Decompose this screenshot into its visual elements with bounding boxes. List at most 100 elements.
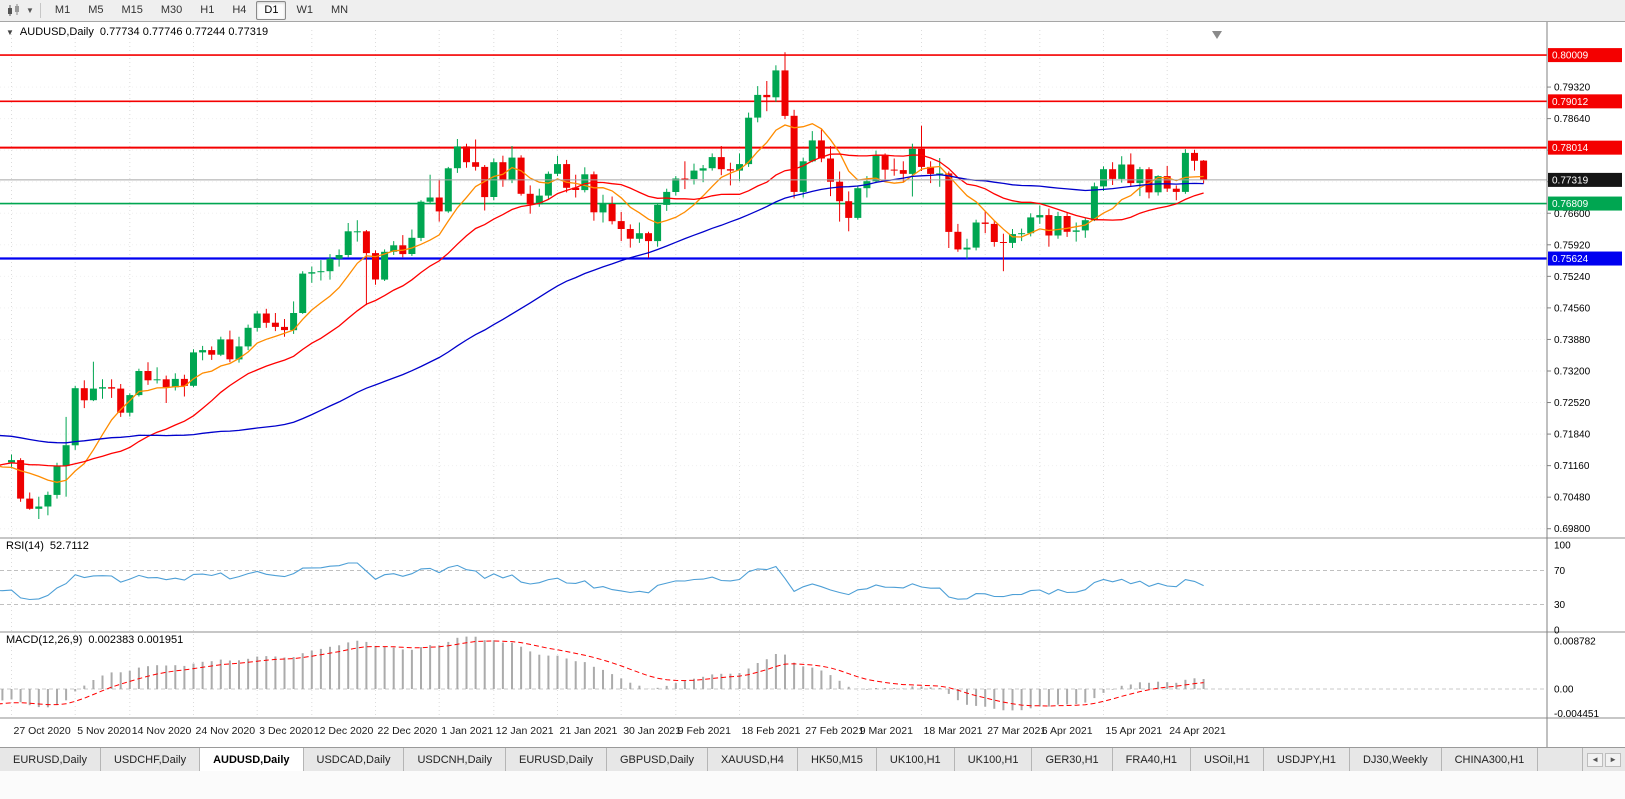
candle-body <box>326 258 334 272</box>
chart-tab-bar: EURUSD,Daily USDCHF,Daily AUDUSD,Daily USDC… <box>0 747 1625 771</box>
timeframe-button-m5[interactable]: M5 <box>88 4 104 16</box>
date-axis-label: 1 Jan 2021 <box>441 725 493 737</box>
chart-tab-eurusd-daily[interactable]: EURUSD,Daily <box>506 748 607 771</box>
chart-tab-gbpusd-daily[interactable]: GBPUSD,Daily <box>607 748 708 771</box>
candle-body <box>108 387 116 389</box>
price-axis-label: 0.71160 <box>1554 461 1590 472</box>
timeframe-button-d1[interactable]: D1 <box>256 1 287 20</box>
candle-body <box>290 313 298 331</box>
candle-body <box>89 388 97 401</box>
chart-tab-audusd-daily[interactable]: AUDUSD,Daily <box>200 748 304 771</box>
chart-tab-uk100-h1[interactable]: UK100,H1 <box>876 748 955 771</box>
chart-tab-hk50-m15[interactable]: HK50,M15 <box>797 748 877 771</box>
candle-body <box>608 204 616 222</box>
rsi-panel <box>0 562 1547 605</box>
candle-body <box>226 339 234 360</box>
chart-tab-china300-h1[interactable]: CHINA300,H1 <box>1441 748 1539 771</box>
timeframe-button-m15[interactable]: M15 <box>121 4 143 16</box>
timeframe-button-h4[interactable]: H4 <box>232 4 247 16</box>
candle-body <box>899 170 907 174</box>
candle-body <box>599 204 607 213</box>
candle-body <box>408 237 416 254</box>
chart-tab-dj30-weekly[interactable]: DJ30,Weekly <box>1349 748 1442 771</box>
timeframe-button-w1[interactable]: W1 <box>296 4 313 16</box>
candle-body <box>1036 215 1044 218</box>
price-chart-svg: 0.793200.786400.779600.772800.766000.759… <box>0 22 1625 747</box>
candle-body <box>881 155 889 170</box>
timeframe-button-h1[interactable]: H1 <box>200 4 215 16</box>
date-axis-label: 24 Nov 2020 <box>196 725 256 737</box>
chart-title: ▼ AUDUSD,Daily 0.77734 0.77746 0.77244 0… <box>6 26 268 38</box>
date-axis: 27 Oct 2020 5 Nov 2020 14 Nov 2020 24 Nov 2… <box>14 725 1226 737</box>
candle-body <box>171 378 179 388</box>
status-strip <box>0 771 1625 799</box>
candle-body <box>945 173 953 232</box>
chart-tab-usdcad-daily[interactable]: USDCAD,Daily <box>303 748 405 771</box>
candle-body <box>872 155 880 182</box>
candle-body <box>80 388 88 401</box>
candle-body <box>508 157 516 181</box>
candle-body <box>1027 217 1035 234</box>
symbol-dropdown-marker[interactable]: ▼ <box>6 27 14 37</box>
candle-body <box>1100 169 1107 187</box>
candle-body <box>372 253 379 280</box>
date-axis-label: 18 Feb 2021 <box>742 725 801 737</box>
candle-body <box>563 164 571 188</box>
candle-body <box>936 173 944 175</box>
chart-tab-usoil-h1[interactable]: USOil,H1 <box>1191 748 1264 771</box>
rsi-value: 52.7112 <box>49 540 89 552</box>
chart-tab-usdcnh-daily[interactable]: USDCNH,Daily <box>404 748 507 771</box>
chart-tab-fra40-h1[interactable]: FRA40,H1 <box>1112 748 1192 771</box>
support-line-076809-tag: 0.76809 <box>1548 196 1622 211</box>
candle-body <box>954 231 962 250</box>
timeframe-button-m30[interactable]: M30 <box>160 4 183 16</box>
candle-body <box>754 94 762 118</box>
candle-body <box>1045 215 1053 236</box>
candle-body <box>62 445 70 467</box>
candle-body <box>126 395 134 413</box>
chart-tab-ger30-h1[interactable]: GER30,H1 <box>1032 748 1113 771</box>
timeframe-button-m1[interactable]: M1 <box>54 4 71 16</box>
tab-scroll-right-button[interactable]: ► <box>1605 752 1621 767</box>
price-axis-label: 0.76600 <box>1554 209 1591 220</box>
candle-body <box>1018 233 1026 235</box>
chart-shift-marker[interactable] <box>1212 31 1222 39</box>
rsi-axis-label: 0 <box>1554 626 1560 637</box>
chart-tab-uk100-h1[interactable]: UK100,H1 <box>954 748 1033 771</box>
candle-body <box>918 148 925 167</box>
chart-type-dropdown-caret[interactable]: ▼ <box>24 2 36 20</box>
price-axis-label: 0.73880 <box>1554 335 1591 346</box>
candle-body <box>799 161 807 192</box>
price-axis: 0.793200.786400.779600.772800.766000.759… <box>1547 48 1622 720</box>
chart-tab-eurusd-daily[interactable]: EURUSD,Daily <box>0 748 101 771</box>
timeframe-buttons: M1 M5 M15 M30 H1 H4 D1 W1 MN <box>47 1 356 20</box>
price-axis-label: 0.74560 <box>1554 303 1591 314</box>
timeframe-button-mn[interactable]: MN <box>330 4 349 16</box>
chart-type-button[interactable] <box>4 2 24 20</box>
chart-tab-usdchf-daily[interactable]: USDCHF,Daily <box>100 748 201 771</box>
candles-layer <box>8 52 1208 519</box>
date-axis-label: 27 Oct 2020 <box>14 725 71 737</box>
date-axis-label: 5 Nov 2020 <box>77 725 131 737</box>
candle-body <box>335 255 343 259</box>
candle-body <box>180 378 188 386</box>
candle-body <box>1200 160 1208 180</box>
candle-body <box>53 466 61 495</box>
candle-body <box>645 233 652 242</box>
chart-tab-usdjpy-h1[interactable]: USDJPY,H1 <box>1263 748 1350 771</box>
candle-body <box>617 221 625 229</box>
candle-body <box>217 339 225 355</box>
candle-body <box>135 371 143 396</box>
candle-body <box>717 157 725 170</box>
tab-scroll-left-button[interactable]: ◄ <box>1587 752 1604 767</box>
date-axis-label: 9 Feb 2021 <box>678 725 731 737</box>
macd-panel <box>0 636 1547 711</box>
candle-body <box>426 197 434 202</box>
candle-body <box>927 166 935 174</box>
chart-tab-xauusd-h4[interactable]: XAUUSD,H4 <box>707 748 798 771</box>
ma-mid-red <box>0 153 1204 467</box>
current-price-tag: 0.77319 <box>1548 172 1622 187</box>
resistance-line-080009-tag: 0.80009 <box>1548 48 1622 63</box>
rsi-axis-label: 70 <box>1554 566 1566 577</box>
chart-tabs: EURUSD,Daily USDCHF,Daily AUDUSD,Daily USDC… <box>0 748 1582 771</box>
